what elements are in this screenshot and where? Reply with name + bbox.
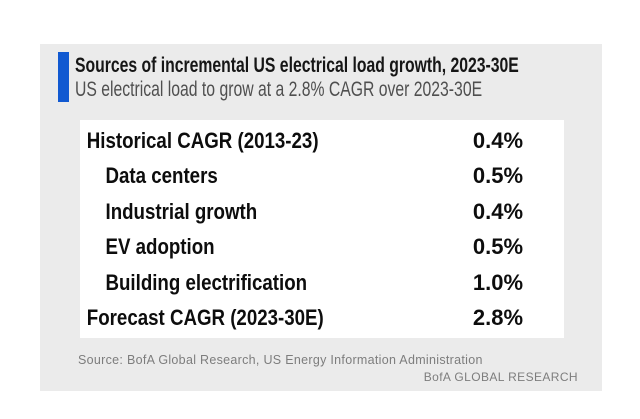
table-row-industrial-growth: Industrial growth 0.4% [80,194,564,230]
source-note: Source: BofA Global Research, US Energy … [78,353,483,367]
table-row-building-electrification: Building electrification 1.0% [80,265,564,301]
row-value: 0.5% [472,163,524,189]
chart-title: Sources of incremental US electrical loa… [75,54,519,77]
chart-header: Sources of incremental US electrical loa… [75,54,640,102]
row-label: Forecast CAGR (2023-30E) [86,305,324,331]
row-value: 0.4% [472,127,524,153]
data-table: Historical CAGR (2013-23) 0.4% Data cent… [80,120,564,338]
row-value: 1.0% [472,269,524,295]
chart-panel: Sources of incremental US electrical loa… [40,44,602,391]
table-row-historical-cagr: Historical CAGR (2013-23) 0.4% [80,123,564,159]
row-value: 2.8% [472,305,524,331]
row-value: 0.5% [472,234,524,260]
row-label: EV adoption [105,234,215,260]
row-value: 0.4% [472,198,524,224]
table-row-data-centers: Data centers 0.5% [80,159,564,195]
row-label: Industrial growth [105,198,258,224]
chart-subtitle: US electrical load to grow at a 2.8% CAG… [75,78,483,101]
table-row-forecast-cagr: Forecast CAGR (2023-30E) 2.8% [80,301,564,337]
row-label: Historical CAGR (2013-23) [86,127,319,153]
table-row-ev-adoption: EV adoption 0.5% [80,230,564,266]
accent-bar [58,52,69,102]
row-label: Building electrification [105,269,308,295]
brand-label: BofA GLOBAL RESEARCH [423,370,578,384]
row-label: Data centers [105,163,218,189]
